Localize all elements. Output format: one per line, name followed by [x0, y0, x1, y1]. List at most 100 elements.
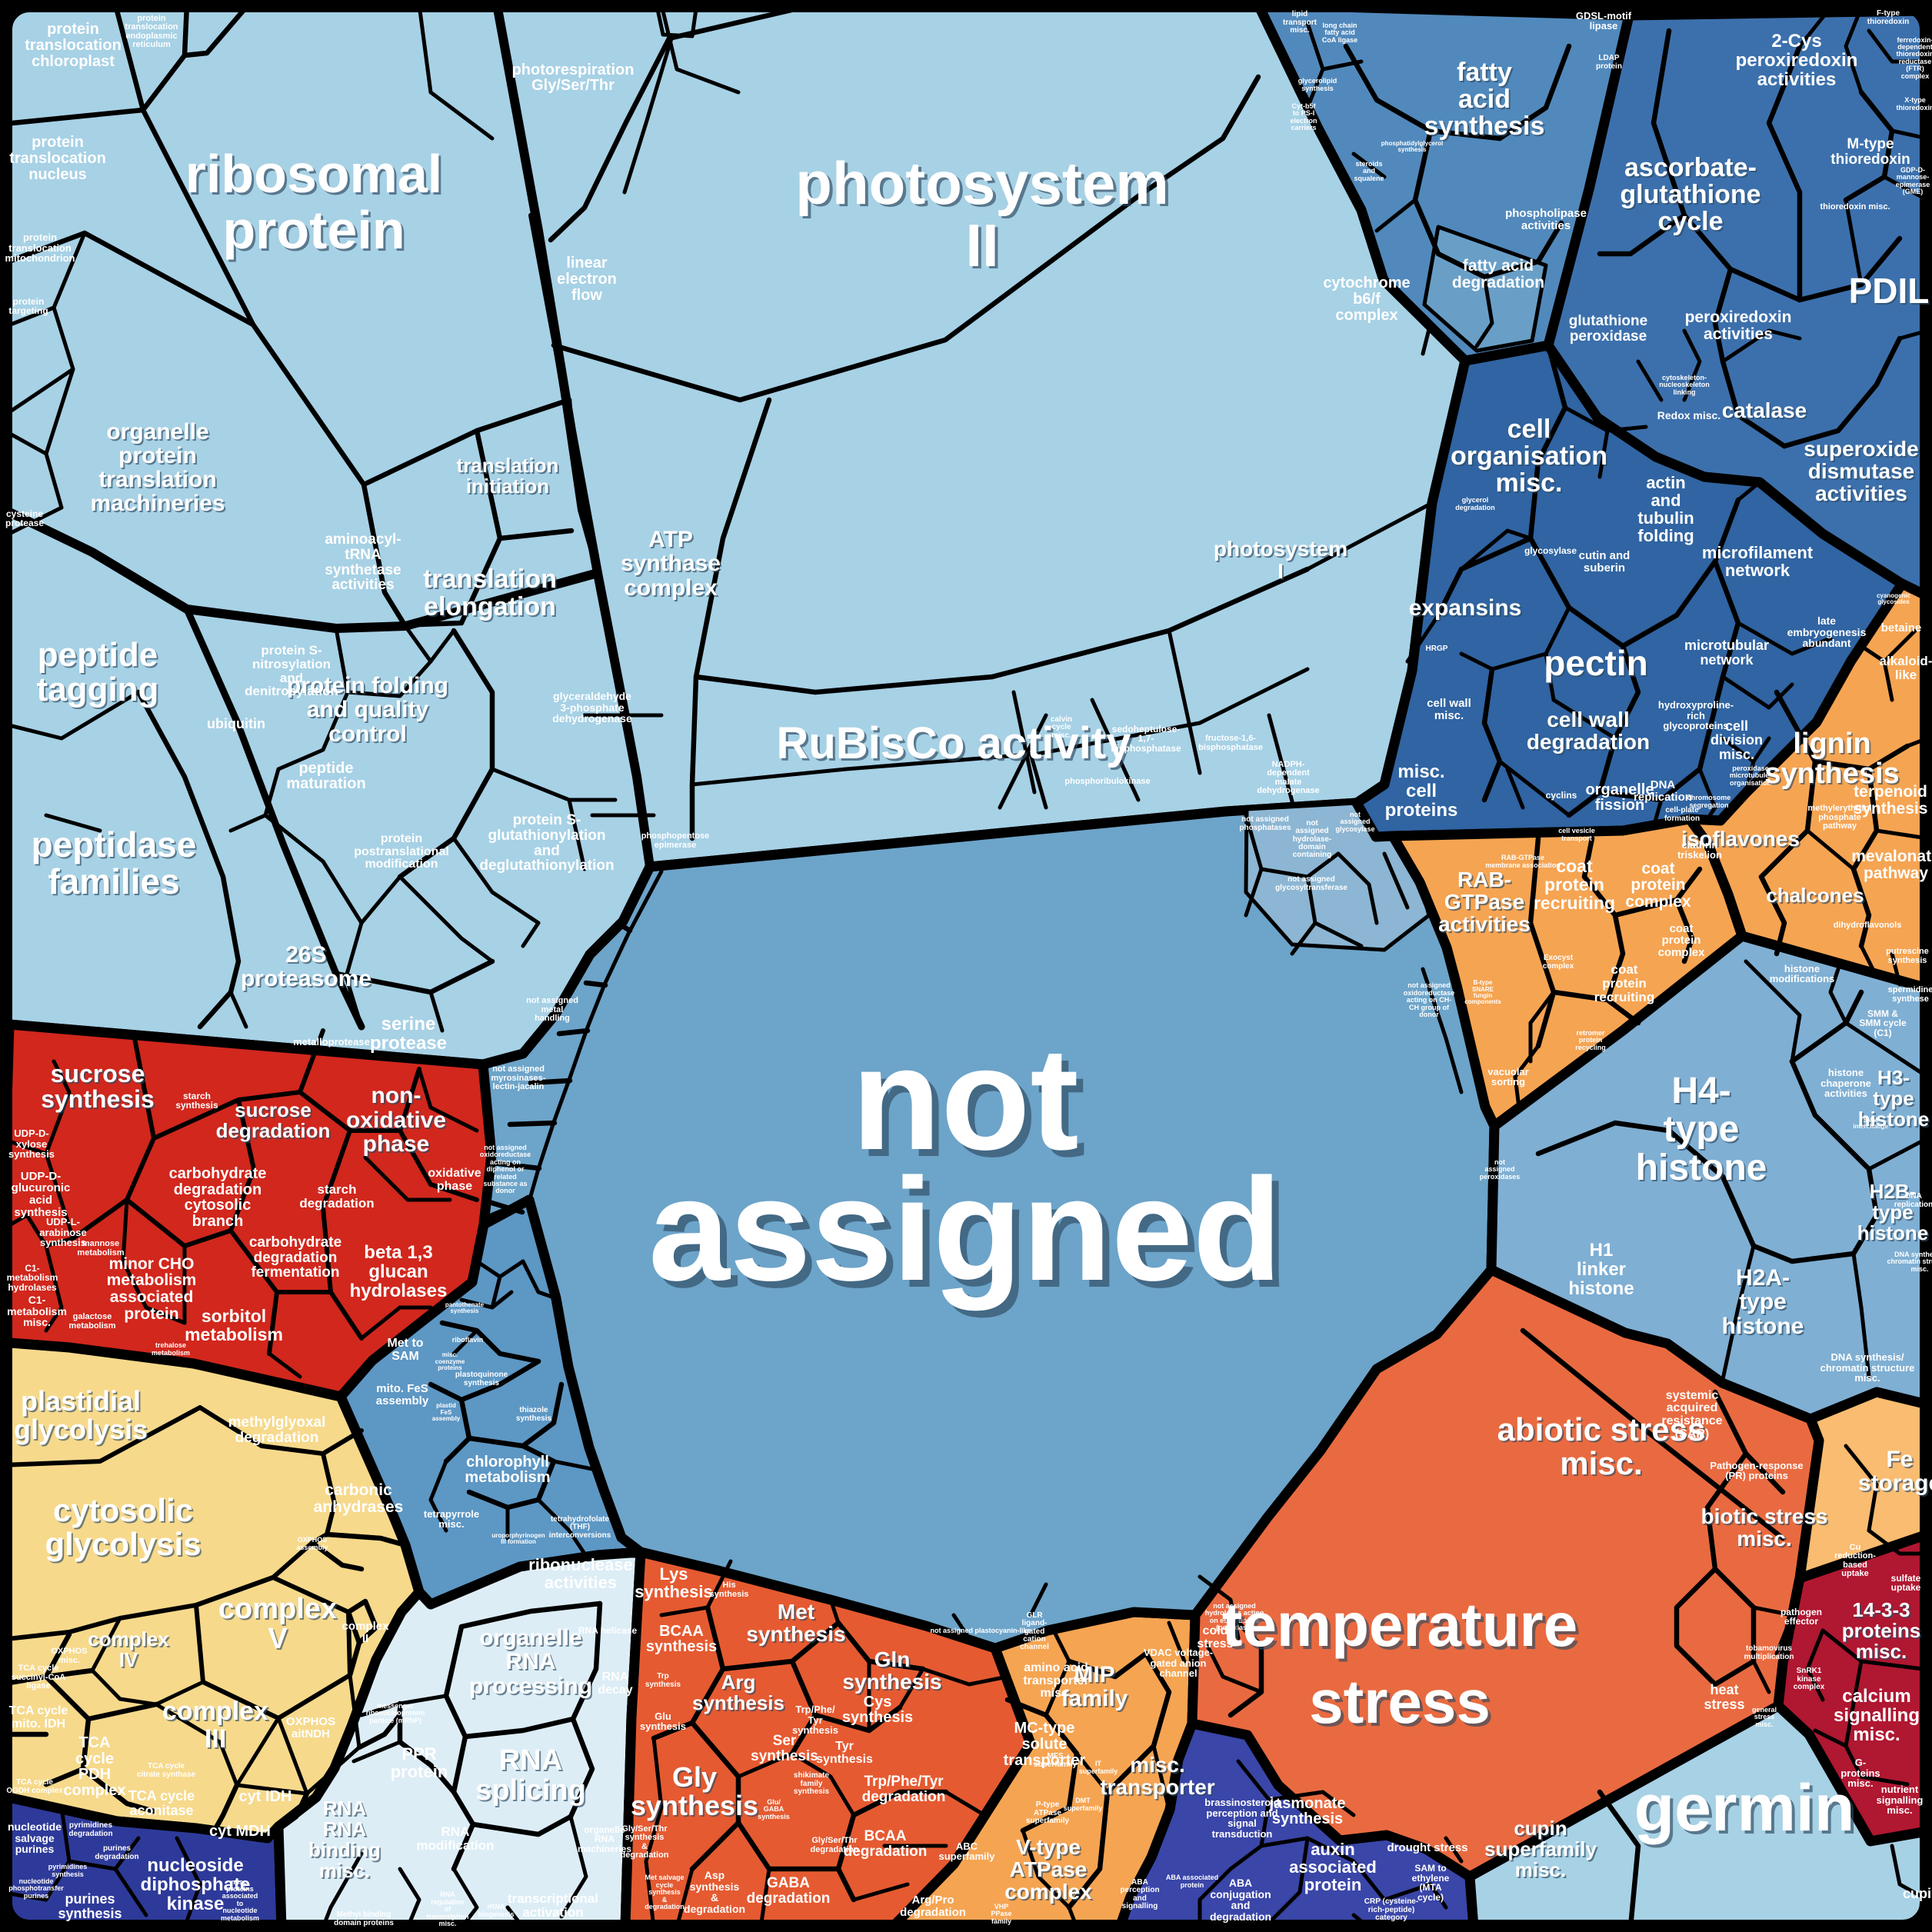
svg-text:not: not — [858, 1024, 1085, 1188]
svg-text:assigned: assigned — [655, 1155, 1289, 1318]
svg-text:Festorage: Festorage — [1858, 1447, 1932, 1496]
svg-text:PDIL: PDIL — [1850, 272, 1931, 312]
svg-text:misc.transporter: misc. transporter — [1101, 1754, 1216, 1800]
svg-text:drought stress: drought stress — [1387, 1841, 1467, 1854]
svg-text:RuBisCo activity: RuBisCo activity — [779, 721, 1134, 771]
svg-text:ubiquitin: ubiquitin — [207, 716, 265, 731]
svg-text:fructose-1,6-bisphosphatase: fructose-1,6-bisphosphatase — [1198, 734, 1263, 752]
svg-text:RuBisCo activity: RuBisCo activity — [777, 718, 1131, 768]
svg-text:isoflavones: isoflavones — [1683, 828, 1801, 852]
svg-text:pectin: pectin — [1544, 643, 1647, 683]
svg-text:cyt IDH: cyt IDH — [239, 1788, 292, 1805]
svg-text:thioredoxin misc.: thioredoxin misc. — [1820, 202, 1890, 212]
svg-text:temperature: temperature — [1222, 1591, 1577, 1659]
